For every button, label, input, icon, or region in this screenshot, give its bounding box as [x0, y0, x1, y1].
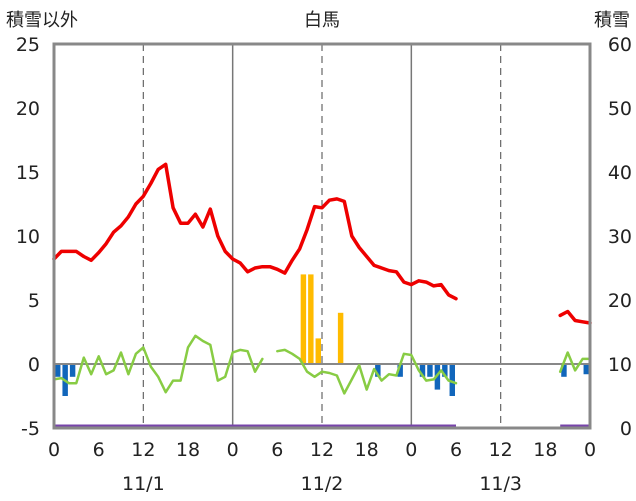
left-axis-label: 積雪以外 — [6, 10, 78, 31]
left-tick-label: 0 — [28, 354, 40, 376]
sunshine-line — [276, 348, 458, 395]
snow-bar — [442, 364, 448, 377]
snow-bar — [419, 364, 426, 377]
x-tick-label: 18 — [533, 439, 557, 461]
right-tick-label: 60 — [608, 34, 632, 56]
x-tick-label: 12 — [489, 439, 513, 461]
x-tick-label: 18 — [355, 439, 379, 461]
x-tick-label: 6 — [271, 439, 283, 461]
right-tick-label: 40 — [608, 162, 632, 184]
x-tick-label: 0 — [405, 439, 417, 461]
right-tick-label: 50 — [608, 98, 632, 120]
date-labels: 11/1 11/2 11/3 — [122, 473, 522, 495]
snow-bar — [427, 364, 433, 377]
left-tick-label: 15 — [16, 162, 40, 184]
date-label: 11/2 — [301, 473, 344, 495]
snow-bar — [449, 364, 455, 396]
left-tick-label: 20 — [16, 98, 40, 120]
snow-bar — [397, 364, 403, 377]
x-tick-label: 6 — [93, 439, 105, 461]
left-tick-label: -5 — [21, 418, 40, 440]
snow-bar — [55, 364, 61, 377]
x-tick-label: 6 — [450, 439, 462, 461]
left-tick-label: 5 — [28, 290, 40, 312]
left-tick-label: 25 — [16, 34, 40, 56]
precip-bar — [300, 274, 307, 364]
chart-title: 白馬 — [304, 10, 340, 31]
snow-bar — [561, 364, 567, 377]
right-axis-label: 積雪 — [594, 10, 630, 31]
snow-bar — [583, 364, 589, 375]
x-tick-label: 12 — [131, 439, 155, 461]
right-tick-label: 30 — [608, 226, 632, 248]
right-tick-label: 0 — [620, 418, 632, 440]
date-label: 11/1 — [122, 473, 165, 495]
snow-bar — [375, 364, 381, 377]
x-tick-label: 12 — [310, 439, 334, 461]
x-tick-label: 18 — [176, 439, 200, 461]
date-label: 11/3 — [479, 473, 522, 495]
precip-bar — [337, 312, 344, 364]
x-tick-label: 0 — [227, 439, 239, 461]
x-tick-label: 0 — [584, 439, 596, 461]
right-y-ticks: 60 50 40 30 20 10 0 — [608, 34, 632, 440]
temperature-line — [52, 162, 458, 301]
precip-bar — [308, 274, 314, 364]
plot-frame — [52, 42, 592, 430]
x-tick-label: 0 — [48, 439, 60, 461]
sunshine-line — [558, 351, 592, 373]
left-y-ticks: 25 20 15 10 5 0 -5 — [16, 34, 40, 440]
right-tick-label: 10 — [608, 354, 632, 376]
right-tick-label: 20 — [608, 290, 632, 312]
snow-bar — [69, 364, 76, 377]
left-tick-label: 10 — [16, 226, 40, 248]
sunshine-line — [52, 334, 264, 394]
line-series — [52, 162, 592, 428]
precip-bar — [315, 338, 321, 364]
temperature-line — [558, 309, 592, 325]
x-tick-labels: 0 6 12 18 0 6 12 18 0 6 12 18 0 — [48, 439, 596, 461]
